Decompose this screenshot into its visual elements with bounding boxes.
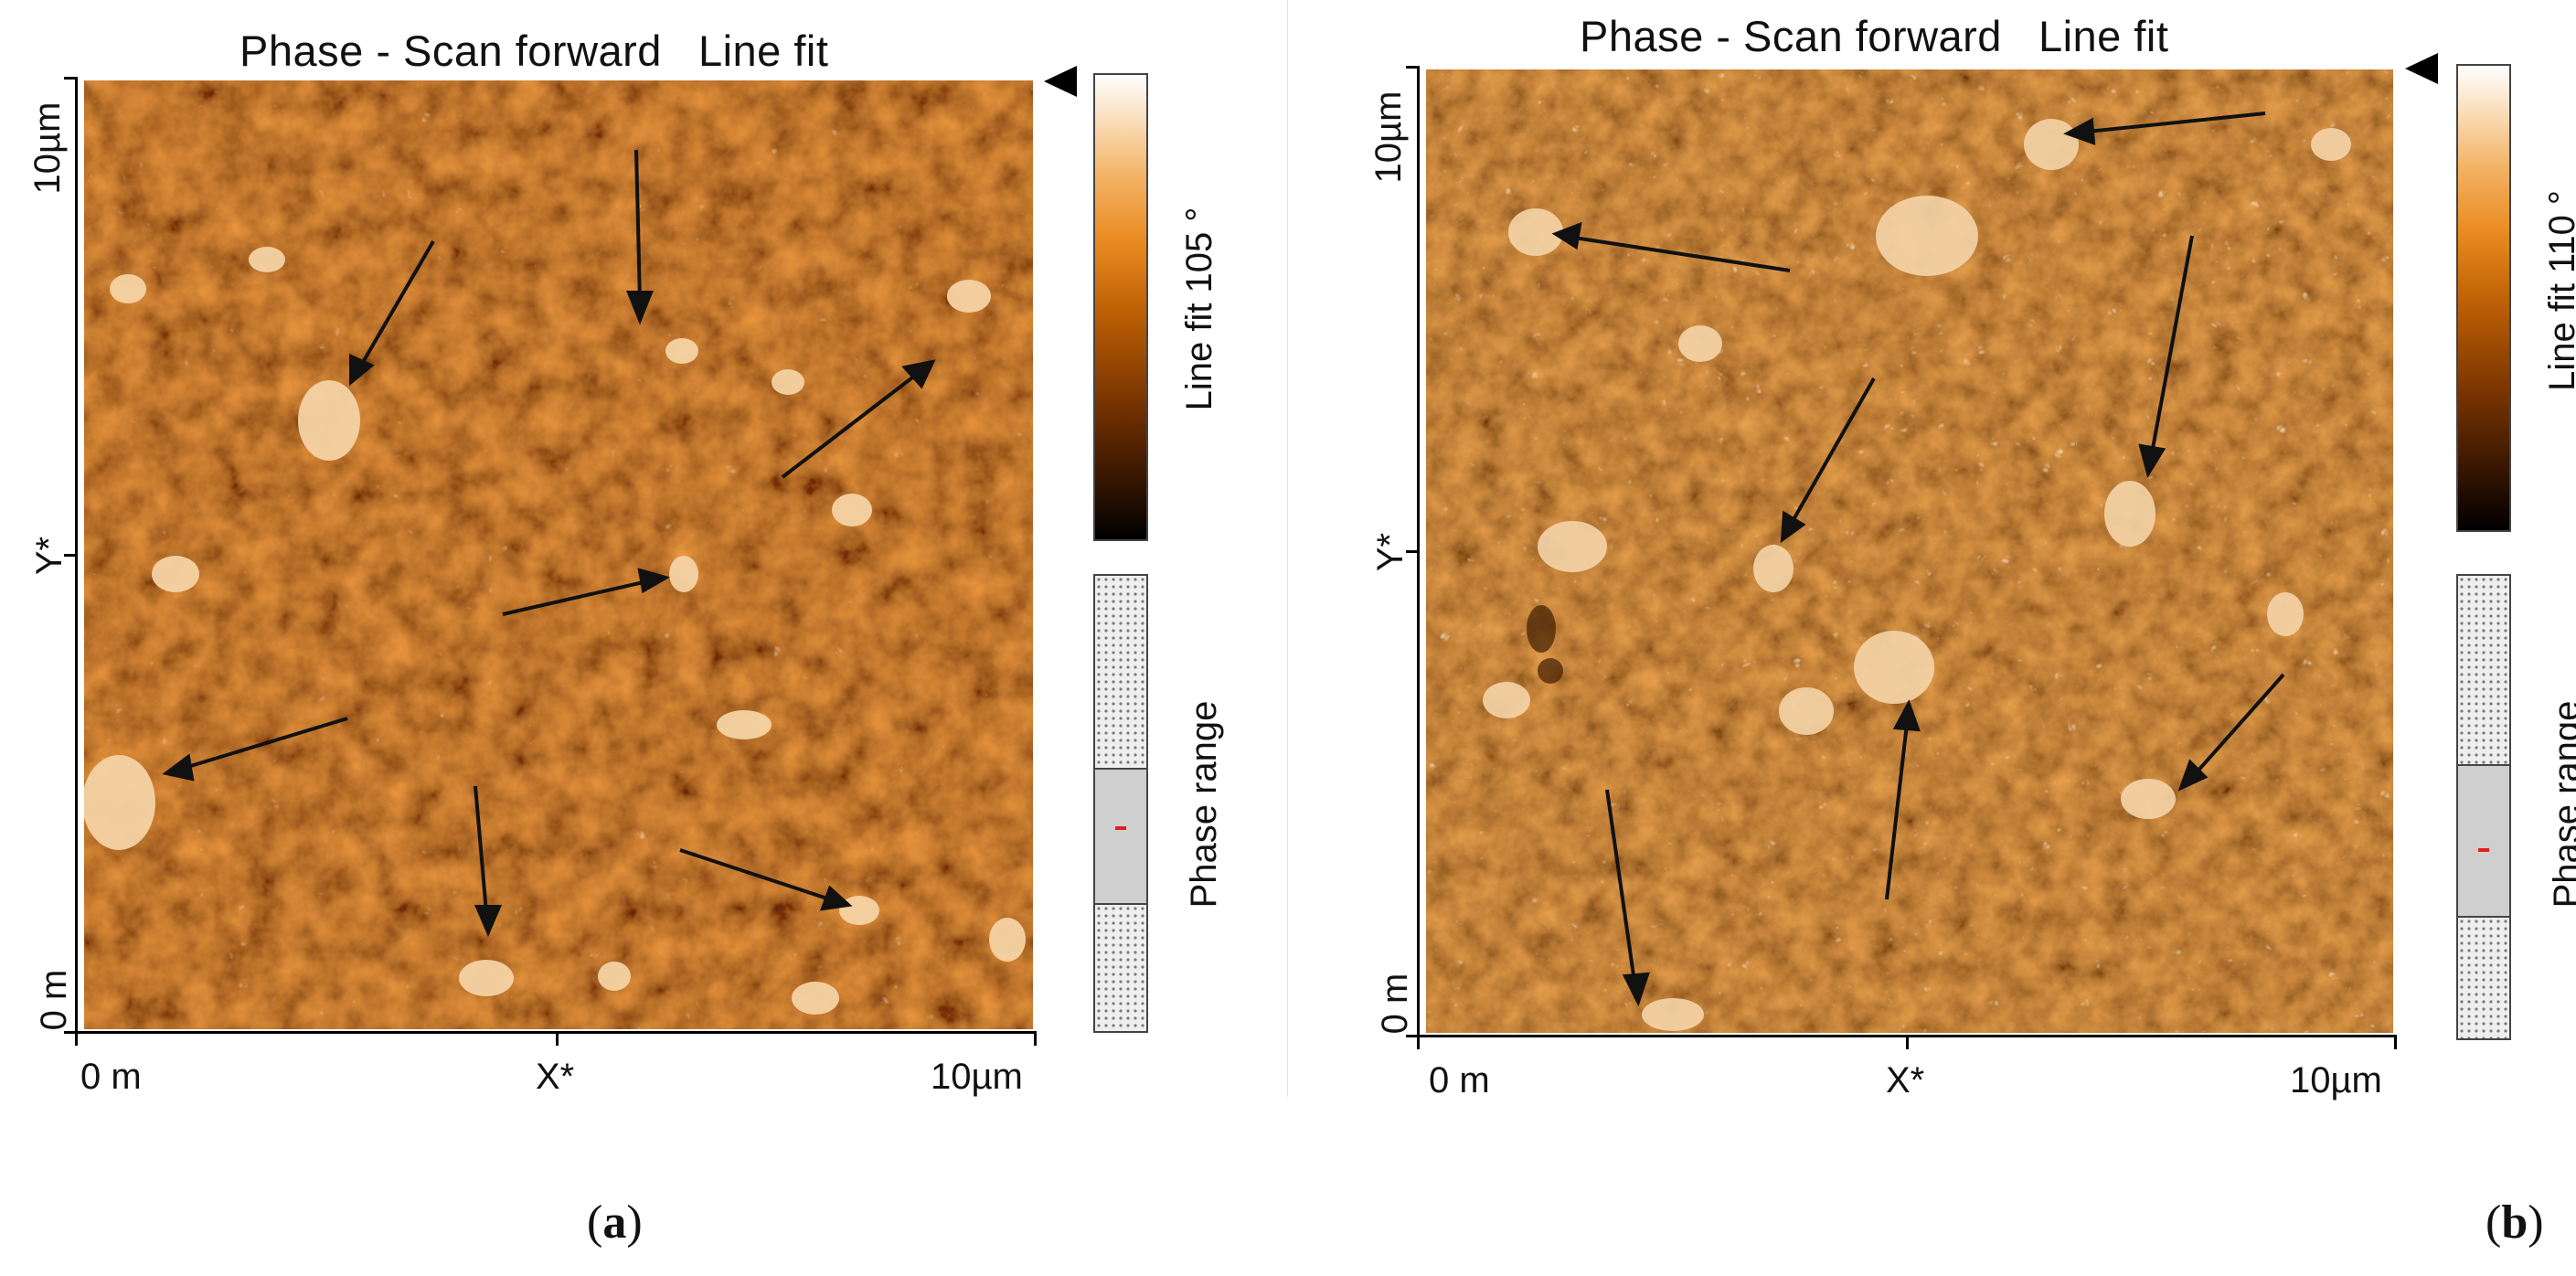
y-axis-min-label: 0 m [1375, 973, 1415, 1035]
x-axis-max-label: 10µm [2290, 1060, 2382, 1101]
scan-title: Phase - Scan forward Line fit [1580, 11, 2168, 61]
x-tick-right [2394, 1037, 2397, 1049]
range-selection[interactable] [1095, 768, 1146, 905]
phase-scan-image [84, 80, 1033, 1029]
scan-position-marker[interactable] [1044, 66, 1077, 97]
x-tick-left [75, 1033, 78, 1046]
range-label: Phase range [2547, 700, 2576, 909]
phase-scan-image [1426, 69, 2393, 1033]
x-axis-min-label: 0 m [80, 1057, 142, 1097]
y-tick-bottom [1406, 1035, 1419, 1037]
y-axis-min-label: 0 m [34, 969, 74, 1031]
range-marker [2478, 848, 2489, 852]
phase-colorbar [1093, 73, 1148, 541]
range-marker [1115, 826, 1126, 830]
y-tick-mid [64, 554, 77, 557]
panel-caption: (a) [587, 1196, 643, 1249]
phase-range-box [2456, 574, 2511, 1040]
x-axis-mid-label: X* [536, 1057, 575, 1097]
range-dotted-top [1095, 576, 1146, 768]
range-label: Phase range [1184, 700, 1224, 909]
scan-position-marker[interactable] [2405, 53, 2438, 84]
panel-a: Phase - Scan forward Line fit [0, 0, 1288, 1249]
range-selection[interactable] [2458, 764, 2509, 918]
phase-colorbar [2456, 64, 2511, 532]
panel-caption: (b) [2486, 1196, 2544, 1249]
y-tick-bottom [64, 1031, 77, 1034]
scan-texture [84, 80, 1033, 1029]
phase-range-box [1093, 574, 1148, 1033]
title-mode: Line fit [697, 27, 829, 75]
x-axis-max-label: 10µm [931, 1057, 1023, 1097]
x-tick-mid [556, 1033, 559, 1046]
y-axis-max-label: 10µm [27, 101, 68, 195]
y-tick-mid [1406, 550, 1419, 553]
panel-b: Phase - Scan forward Line fit [1288, 0, 2576, 1249]
x-tick-right [1034, 1033, 1037, 1046]
scan-title: Phase - Scan forward Line fit [240, 26, 828, 76]
x-tick-left [1417, 1037, 1420, 1049]
range-dotted-bottom [2458, 918, 2509, 1038]
x-axis-mid-label: X* [1886, 1060, 1925, 1101]
y-axis-max-label: 10µm [1368, 90, 1409, 184]
x-axis-line [75, 1031, 1037, 1034]
title-text: Phase - Scan forward [240, 27, 662, 75]
title-text: Phase - Scan forward [1580, 12, 2002, 60]
y-tick-top [64, 77, 77, 80]
x-axis-line [1417, 1035, 2397, 1037]
x-axis-min-label: 0 m [1429, 1060, 1490, 1101]
arrow-annotations [1551, 112, 2285, 1007]
y-tick-top [1406, 66, 1419, 69]
scan-texture [1426, 69, 2393, 1033]
range-dotted-top [2458, 576, 2509, 764]
colorbar-label: Line fit 105 ° [1179, 207, 1219, 411]
y-axis-mid-label: Y* [29, 536, 69, 576]
x-tick-mid [1906, 1037, 1909, 1049]
caption-letter: a [602, 1196, 627, 1249]
panel-divider [1287, 0, 1288, 1097]
arrow-annotations [162, 149, 936, 938]
title-mode: Line fit [2038, 12, 2169, 60]
colorbar-label: Line fit 110 ° [2542, 190, 2576, 391]
caption-letter: b [2501, 1196, 2528, 1249]
y-axis-mid-label: Y* [1370, 532, 1410, 572]
range-dotted-bottom [1095, 905, 1146, 1031]
